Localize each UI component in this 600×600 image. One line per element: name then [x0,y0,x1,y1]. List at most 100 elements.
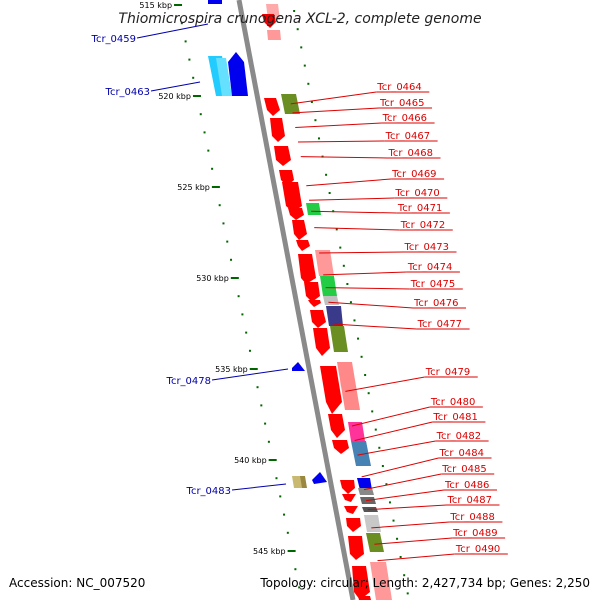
gene-label-forward: Tcr_0478 [166,376,211,387]
feature-arrow [340,480,355,494]
feature-block [358,488,374,495]
reverse-label-leader [292,107,380,114]
scale-track: 515 kbp 520 kbp 525 kbp 530 kbp 535 kbp 540 k… [139,1,409,595]
gene-label-reverse: Tcr_0485 [441,464,486,475]
scale-tick-label: 515 kbp [139,1,172,10]
feature-block [351,441,371,466]
scale-tick-label: 520 kbp [158,92,191,101]
gene-label-reverse: Tcr_0471 [397,203,442,214]
gene-label-reverse: Tcr_0481 [432,412,477,423]
gene-label-reverse: Tcr_0474 [407,262,452,273]
backbone-line [236,0,356,600]
reverse-label-leader [345,376,425,392]
feature-arrow [344,506,358,514]
reverse-features [262,14,392,600]
reverse-label-leader [300,156,388,159]
gene-label-forward: Tcr_0459 [91,34,136,45]
feature-arrow [332,440,349,454]
feature-arrow [298,254,316,284]
feature-arrow [296,240,310,251]
feature-block [364,515,381,532]
gene-label-reverse: Tcr_0477 [417,319,462,330]
feature-arrow [270,118,285,142]
forward-label-leader [231,483,287,491]
gene-label-reverse: Tcr_0469 [391,169,436,180]
gene-label-reverse: Tcr_0475 [410,279,455,290]
reverse-label-leader [374,537,453,545]
gene-label-reverse: Tcr_0472 [400,220,445,231]
reverse-label-leader [332,323,417,330]
reverse-label-leader [357,440,436,456]
feature-block [320,276,337,296]
gene-label-forward: Tcr_0463 [105,87,150,98]
gene-label-reverse: Tcr_0484 [439,448,484,459]
gene-label-reverse: Tcr_0480 [430,397,475,408]
reverse-label-leader [363,473,442,491]
forward-label-leader [136,23,209,39]
feature-arrow [216,58,232,96]
feature-block [337,362,360,410]
gene-label-reverse: Tcr_0489 [452,528,497,539]
feature-block [348,422,365,441]
reverse-label-leader [366,489,445,502]
feature-arrow [304,282,320,302]
feature-arrow [262,14,276,28]
feature-block [267,30,281,40]
map-title: Thiomicrospira crunogena XCL-2, complete… [118,11,481,27]
reverse-label-leader [367,504,447,511]
gene-label-reverse: Tcr_0488 [449,512,494,523]
feature-arrow [292,362,305,371]
forward-label-group: Tcr_0459 Tcr_0463 Tcr_0478 Tcr_0483 [91,23,289,497]
feature-block [306,203,321,215]
backbone [236,0,356,600]
feature-arrow [288,208,304,220]
gene-label-reverse: Tcr_0490 [455,544,500,555]
reverse-label-leader [354,421,433,442]
feature-block [326,306,343,326]
gene-label-reverse: Tcr_0486 [444,480,489,491]
feature-block [300,476,307,488]
gene-label-reverse: Tcr_0487 [447,495,492,506]
feature-block [370,562,392,600]
feature-arrow [342,494,356,502]
feature-arrow [346,518,361,532]
feature-arrow [320,366,342,414]
reverse-label-leader [351,406,430,427]
feature-block [208,0,222,4]
forward-label-leader [211,368,289,381]
reverse-label-leader [361,457,439,478]
feature-block [323,296,339,305]
gene-label-reverse: Tcr_0466 [382,113,427,124]
feature-arrow [358,596,371,600]
feature-block [330,326,348,352]
feature-arrow [310,310,326,328]
feature-arrow [308,300,321,307]
scale-tick-label: 525 kbp [177,183,210,192]
feature-arrow [292,220,307,240]
gene-label-forward: Tcr_0483 [186,486,231,497]
reverse-label-leader [323,271,407,276]
gene-label-reverse: Tcr_0470 [394,188,439,199]
scale-tick-label: 540 kbp [234,456,267,465]
reverse-label-leader [328,301,414,309]
feature-block [315,250,334,276]
feature-block [357,478,372,490]
feature-arrow [328,414,345,438]
reverse-label-leader [295,122,382,128]
reverse-label-leader [297,140,385,143]
feature-arrow [228,52,248,96]
accession-text: Accession: NC_007520 [9,576,145,590]
reverse-label-leader [371,521,450,529]
reverse-label-leader [319,251,404,254]
gene-label-reverse: Tcr_0473 [404,242,449,253]
scale-tick-label: 535 kbp [215,365,248,374]
feature-arrow [264,98,280,116]
feature-block [281,94,300,114]
gene-label-reverse: Tcr_0464 [376,82,421,93]
scale-tick-label: 545 kbp [253,547,286,556]
reverse-label-group: Tcr_0464 Tcr_0465 Tcr_0466 Tcr_0467 Tcr_0468… [290,82,508,562]
feature-arrow [348,536,364,560]
feature-arrow [274,146,291,166]
gene-label-reverse: Tcr_0465 [379,98,424,109]
